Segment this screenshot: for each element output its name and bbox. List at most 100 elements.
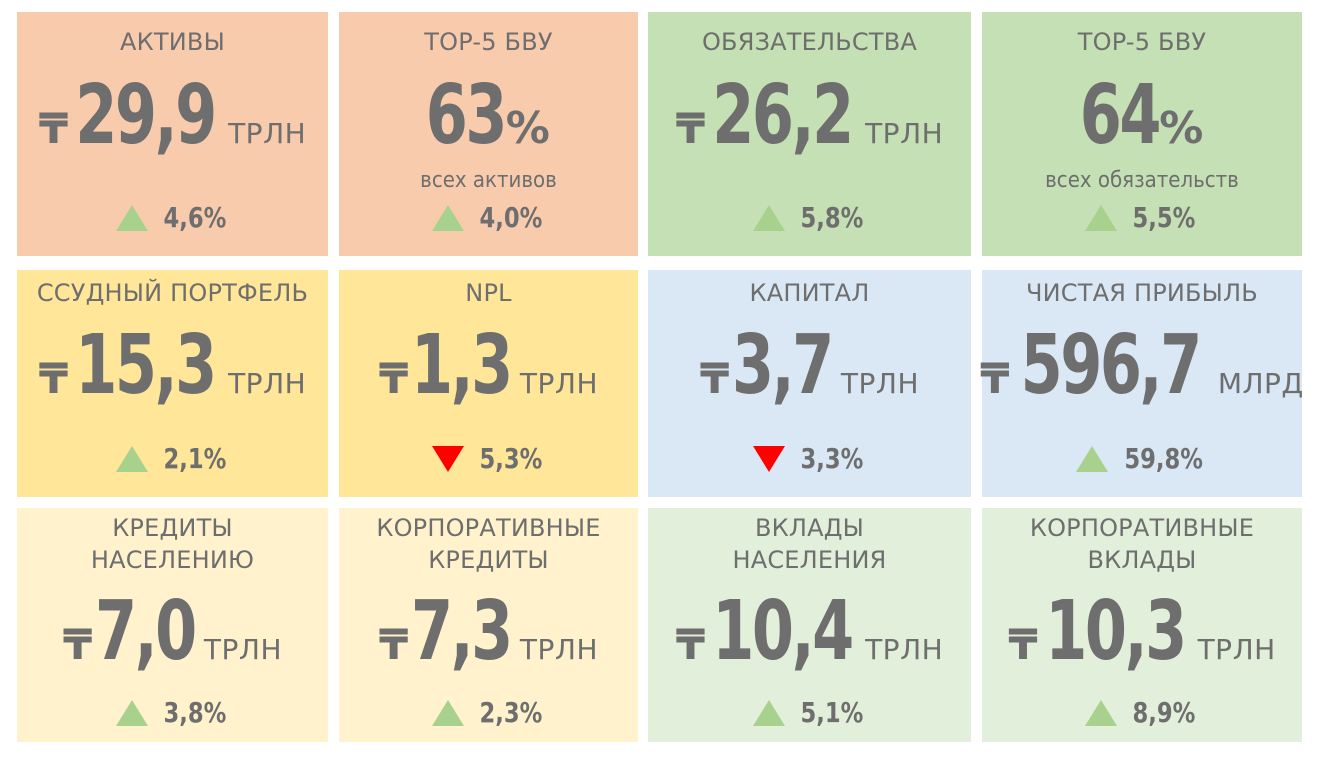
triangle-down-icon	[431, 445, 464, 472]
value-row: ₸ 7,0 ТРЛН	[17, 584, 328, 679]
triangle-up-icon	[431, 204, 464, 231]
value-row: 64 %	[982, 68, 1302, 163]
card-retail-deposits: ВКЛАДЫ НАСЕЛЕНИЯ ₸ 10,4 ТРЛН 5,1%	[648, 508, 971, 742]
value-row: ₸ 15,3 ТРЛН	[17, 318, 328, 413]
value-row: ₸ 3,7 ТРЛН	[648, 318, 971, 413]
card-subtitle: всех активов	[420, 168, 557, 193]
card-title: ЧИСТАЯ ПРИБЫЛЬ	[1026, 279, 1258, 307]
change-value: 3,3%	[800, 442, 863, 475]
card-title-line1: КОРПОРАТИВНЫЕ	[1029, 514, 1255, 542]
value-row: ₸ 29,9 ТРЛН	[17, 68, 328, 163]
value-row: ₸ 1,3 ТРЛН	[339, 318, 638, 413]
card-value: 15,3	[75, 318, 217, 413]
value-row: ₸ 596,7 МЛРД	[980, 318, 1304, 413]
card-unit: ТРЛН	[519, 633, 599, 666]
card-unit: ТРЛН	[228, 117, 307, 150]
change-row: 5,5%	[982, 201, 1302, 234]
value-row: 63 %	[339, 68, 638, 163]
card-title-line2: НАСЕЛЕНИЯ	[732, 546, 887, 574]
triangle-up-icon	[115, 699, 148, 726]
card-value: 64	[1079, 68, 1161, 163]
tenge-icon: ₸	[675, 104, 706, 153]
card-value: 10,3	[1044, 584, 1187, 679]
change-value: 5,8%	[800, 201, 863, 234]
change-value: 4,0%	[479, 201, 542, 234]
card-title: TOP-5 БВУ	[424, 28, 553, 56]
card-unit: ТРЛН	[228, 367, 307, 400]
card-unit: МЛРД	[1217, 367, 1304, 400]
card-title: NPL	[465, 279, 512, 307]
change-value: 3,8%	[163, 696, 226, 729]
value-row: ₸ 10,3 ТРЛН	[982, 584, 1302, 679]
card-value: 26,2	[712, 68, 854, 163]
card-unit: ТРЛН	[1197, 633, 1276, 666]
triangle-up-icon	[1076, 445, 1109, 472]
card-title: ОБЯЗАТЕЛЬСТВА	[701, 28, 918, 56]
card-unit: ТРЛН	[203, 633, 283, 666]
tenge-icon: ₸	[1008, 620, 1038, 669]
percent-sign: %	[1159, 103, 1204, 154]
card-unit: ТРЛН	[840, 367, 920, 400]
tenge-icon: ₸	[62, 620, 93, 669]
card-title-line1: КОРПОРАТИВНЫЕ	[376, 514, 601, 542]
card-liabilities: ОБЯЗАТЕЛЬСТВА ₸ 26,2 ТРЛН 5,8%	[648, 12, 971, 256]
change-row: 2,1%	[17, 442, 328, 475]
percent-sign: %	[505, 103, 550, 154]
card-title: ССУДНЫЙ ПОРТФЕЛЬ	[36, 279, 309, 307]
change-row: 3,3%	[648, 442, 971, 475]
change-row: 2,3%	[339, 696, 638, 729]
card-title-line2: ВКЛАДЫ	[1087, 546, 1197, 574]
triangle-down-icon	[752, 445, 785, 472]
change-row: 8,9%	[982, 696, 1302, 729]
card-unit: ТРЛН	[519, 367, 599, 400]
card-value: 63	[425, 68, 508, 163]
change-row: 5,3%	[339, 442, 638, 475]
value-row: ₸ 10,4 ТРЛН	[648, 584, 971, 679]
change-value: 8,9%	[1132, 696, 1196, 729]
triangle-up-icon	[115, 445, 148, 472]
card-top5-assets: TOP-5 БВУ 63 % всех активов 4,0%	[339, 12, 638, 256]
card-value: 7,3	[411, 584, 513, 679]
change-row: 59,8%	[982, 442, 1302, 475]
triangle-up-icon	[1085, 204, 1118, 231]
card-npl: NPL ₸ 1,3 ТРЛН 5,3%	[339, 270, 638, 497]
card-value: 1,3	[411, 318, 513, 413]
card-unit: ТРЛН	[865, 633, 944, 666]
tenge-icon: ₸	[378, 620, 409, 669]
card-capital: КАПИТАЛ ₸ 3,7 ТРЛН 3,3%	[648, 270, 971, 497]
card-loan-portfolio: ССУДНЫЙ ПОРТФЕЛЬ ₸ 15,3 ТРЛН 2,1%	[17, 270, 328, 497]
triangle-up-icon	[115, 204, 148, 231]
card-value: 3,7	[732, 318, 834, 413]
tenge-icon: ₸	[38, 354, 69, 403]
change-row: 4,6%	[17, 201, 328, 234]
tenge-icon: ₸	[378, 354, 409, 403]
card-retail-loans: КРЕДИТЫ НАСЕЛЕНИЮ ₸ 7,0 ТРЛН 3,8%	[17, 508, 328, 742]
card-assets: АКТИВЫ ₸ 29,9 ТРЛН 4,6%	[17, 12, 328, 256]
card-subtitle: всех обязательств	[1045, 168, 1239, 193]
card-value: 29,9	[75, 68, 217, 163]
card-value: 7,0	[95, 584, 197, 679]
change-value: 5,1%	[800, 696, 863, 729]
tenge-icon: ₸	[980, 354, 1010, 403]
tenge-icon: ₸	[38, 104, 69, 153]
card-title: АКТИВЫ	[120, 28, 225, 56]
card-title-line2: КРЕДИТЫ	[428, 546, 549, 574]
triangle-up-icon	[752, 699, 785, 726]
change-value: 2,1%	[163, 442, 226, 475]
triangle-up-icon	[1085, 699, 1118, 726]
card-title-line1: КРЕДИТЫ	[112, 514, 233, 542]
change-value: 5,5%	[1132, 201, 1196, 234]
card-value: 10,4	[712, 584, 854, 679]
triangle-up-icon	[752, 204, 785, 231]
card-corporate-loans: КОРПОРАТИВНЫЕ КРЕДИТЫ ₸ 7,3 ТРЛН 2,3%	[339, 508, 638, 742]
change-row: 5,1%	[648, 696, 971, 729]
triangle-up-icon	[431, 699, 464, 726]
card-title-line2: НАСЕЛЕНИЮ	[90, 546, 255, 574]
card-title: КАПИТАЛ	[749, 279, 870, 307]
value-row: ₸ 7,3 ТРЛН	[339, 584, 638, 679]
tenge-icon: ₸	[675, 620, 706, 669]
card-top5-liabilities: TOP-5 БВУ 64 % всех обязательств 5,5%	[982, 12, 1302, 256]
card-corporate-deposits: КОРПОРАТИВНЫЕ ВКЛАДЫ ₸ 10,3 ТРЛН 8,9%	[982, 508, 1302, 742]
card-value: 596,7	[1021, 318, 1203, 413]
card-unit: ТРЛН	[865, 117, 944, 150]
